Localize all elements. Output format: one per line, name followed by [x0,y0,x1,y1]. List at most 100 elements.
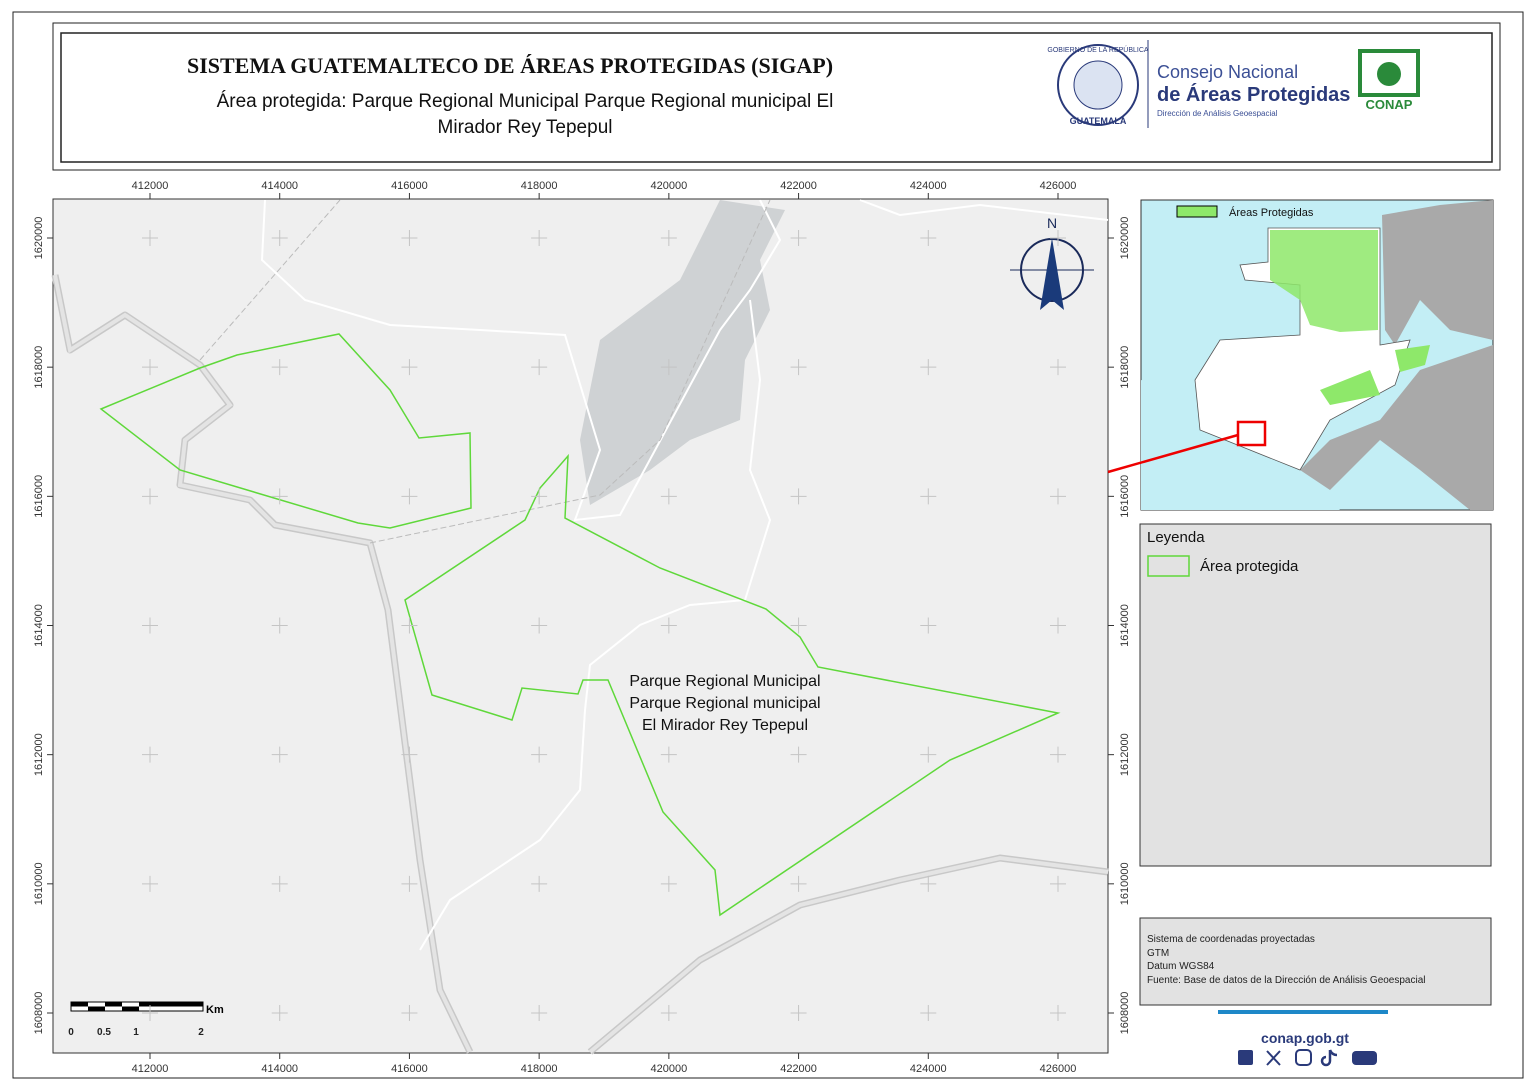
x-tick-label: 426000 [1040,180,1077,192]
grid-cross [660,230,677,246]
info-line: Fuente: Base de datos de la Dirección de… [1147,975,1426,986]
y-tick-label: 1618000 [33,346,45,389]
info-box [1139,917,1492,1006]
grid-cross [271,746,288,763]
facebook-icon[interactable] [1238,1050,1253,1065]
grid-cross [531,488,548,505]
social-icons [1238,1049,1377,1067]
grid-cross [142,875,158,892]
grid-cross [1050,230,1066,246]
x-tick-label: 416000 [391,180,428,192]
header-frame [52,22,1501,171]
grid-cross [1050,617,1066,634]
x-tick-label: 424000 [910,1063,947,1075]
grid-cross [401,875,418,892]
grid-cross [142,746,158,763]
info-line: Datum WGS84 [1147,961,1215,972]
area-label: Parque Regional municipal [629,695,820,712]
scale-label: 0 [68,1027,74,1038]
y-tick-label: 1616000 [1119,475,1131,518]
grid-cross [920,230,937,246]
inset-protected [1395,345,1430,372]
y-tick-label: 1616000 [33,475,45,518]
y-tick-label: 1608000 [33,992,45,1035]
header-inner-frame [60,32,1493,163]
map-frame [52,198,1109,1054]
scale-segment [88,1006,105,1011]
grid-cross [790,230,807,246]
x-tick-label: 420000 [650,180,687,192]
legend-title: Leyenda [1147,529,1205,546]
council-name: Consejo Nacional [1157,62,1298,82]
y-tick-label: 1612000 [1119,733,1131,776]
conap-icon [1377,62,1401,86]
x-tick-label: 418000 [521,180,558,192]
x-tick-label: 418000 [521,1063,558,1075]
seal-center [1073,60,1123,110]
grid-cross [401,488,418,505]
grid-cross [920,746,937,763]
footer-rule [1218,1010,1388,1014]
grid-cross [142,488,158,505]
inset-sea [1141,380,1340,510]
grid-cross [531,359,548,376]
grid-cross [401,617,418,634]
info-line: GTM [1147,948,1169,959]
scale-segment [139,1002,203,1007]
y-tick-label: 1614000 [1119,604,1131,647]
grid-cross [1050,746,1066,763]
grid-cross [142,230,158,246]
y-tick-label: 1610000 [1119,862,1131,905]
youtube-icon[interactable] [1352,1051,1377,1065]
grid-cross [401,1005,418,1021]
north-label: N [1047,215,1057,231]
grid-cross [1050,488,1066,505]
inset-locator [1236,420,1267,447]
x-tick-label: 412000 [132,180,169,192]
tiktok-icon[interactable] [1320,1049,1338,1067]
x-tick-label: 414000 [261,1063,298,1075]
sheet-border [12,11,1524,1079]
area-label: Parque Regional Municipal [629,673,820,690]
grid-cross [660,746,677,763]
grid-cross [271,488,288,505]
grid-cross [271,359,288,376]
scale-bar [70,1001,204,1012]
instagram-icon[interactable] [1295,1049,1312,1066]
grid-cross [660,875,677,892]
grid-cross [920,1005,937,1021]
x-tick-label: 426000 [1040,1063,1077,1075]
y-tick-label: 1614000 [33,604,45,647]
title: SISTEMA GUATEMALTECO DE ÁREAS PROTEGIDAS… [187,53,833,78]
grid-cross [271,230,288,246]
grid-cross [531,617,548,634]
conap-text: CONAP [1366,97,1413,112]
seal [1057,44,1139,126]
scale-segment [105,1002,122,1007]
inset-protected [1320,370,1380,405]
grid-cross [1050,359,1066,376]
y-tick-label: 1620000 [33,217,45,260]
lake [580,200,785,505]
grid-cross [790,359,807,376]
x-icon[interactable] [1266,1050,1281,1066]
grid-cross [660,359,677,376]
scale-segment [122,1006,139,1011]
protected-area [404,453,1061,917]
x-tick-label: 414000 [261,180,298,192]
grid-cross [920,359,937,376]
y-tick-label: 1618000 [1119,346,1131,389]
grid-cross [142,617,158,634]
x-tick-label: 412000 [132,1063,169,1075]
footer-url[interactable]: conap.gob.gt [1261,1030,1349,1046]
council-unit: Dirección de Análisis Geoespacial [1157,109,1278,118]
x-tick-label: 416000 [391,1063,428,1075]
subtitle: Mirador Rey Tepepul [438,117,613,138]
grid-cross [790,746,807,763]
scale-label: 1 [133,1027,139,1038]
grid-cross [790,488,807,505]
grid-cross [1050,875,1066,892]
grid-cross [531,230,548,246]
coordinate-ticks: 412000 412000 414000 414000 416000 416000 4180… [33,180,1131,1075]
